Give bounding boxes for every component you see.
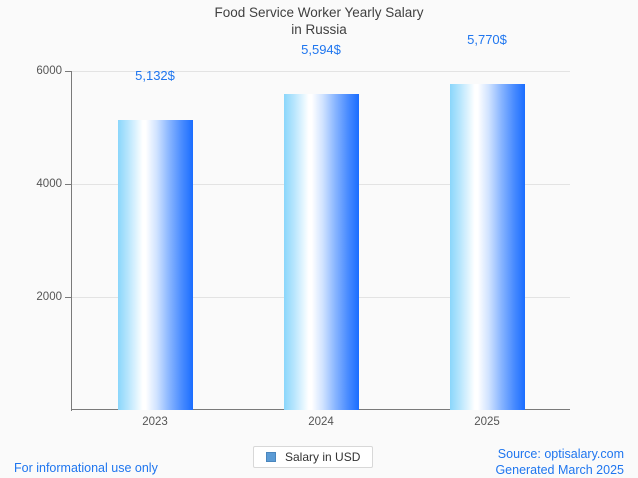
y-tick-mark bbox=[65, 184, 71, 185]
x-tick-label-2024: 2024 bbox=[308, 416, 334, 428]
bar-value-label-2025: 5,770$ bbox=[467, 31, 507, 47]
x-tick-label-2023: 2023 bbox=[142, 416, 168, 428]
gridline bbox=[72, 71, 570, 72]
bar-2024[interactable] bbox=[283, 93, 359, 410]
x-tick-label-2025: 2025 bbox=[474, 416, 500, 428]
bar-2025[interactable] bbox=[449, 83, 525, 410]
y-tick-mark bbox=[65, 71, 71, 72]
legend-label: Salary in USD bbox=[285, 450, 361, 464]
bar-value-label-2024: 5,594$ bbox=[301, 41, 341, 57]
y-axis-line bbox=[71, 71, 73, 411]
y-tick-label: 2000 bbox=[36, 291, 62, 303]
chart-legend[interactable]: Salary in USD bbox=[253, 446, 374, 468]
source-attribution: Source: optisalary.com Generated March 2… bbox=[495, 447, 624, 477]
legend-swatch-icon bbox=[266, 452, 276, 462]
chart-title: Food Service Worker Yearly Salary in Rus… bbox=[214, 5, 424, 37]
informational-use-note: For informational use only bbox=[14, 461, 158, 475]
y-tick-label: 6000 bbox=[36, 65, 62, 77]
y-tick-label: 4000 bbox=[36, 178, 62, 190]
y-tick-mark bbox=[65, 297, 71, 298]
bar-2023[interactable] bbox=[117, 120, 193, 410]
bar-value-label-2023: 5,132$ bbox=[135, 68, 175, 84]
